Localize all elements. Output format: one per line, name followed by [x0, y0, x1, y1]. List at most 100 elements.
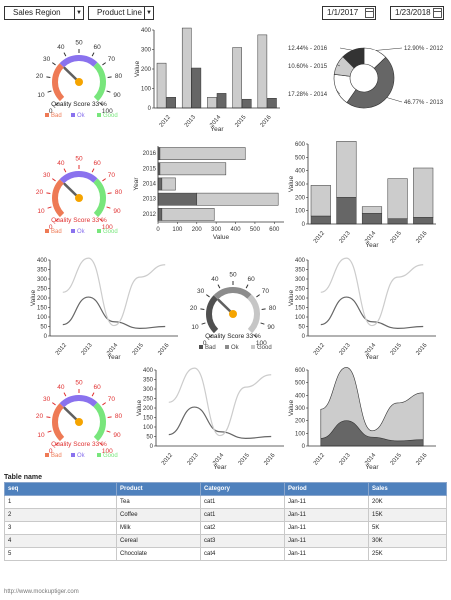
- legend-label: Ok: [77, 113, 86, 119]
- gauge-tick-label: 30: [43, 172, 51, 179]
- gauge-tick-label: 50: [75, 380, 83, 387]
- x-axis-title: Year: [365, 464, 379, 471]
- table-row[interactable]: 4 Cereal cat3 Jan-11 30K: [4, 534, 447, 548]
- x-axis-title: Year: [210, 126, 224, 133]
- x-tick-label: 600: [269, 227, 280, 233]
- gauge-tick-label: 40: [57, 160, 65, 167]
- bar: [181, 27, 192, 109]
- gauge-tick-label: 100: [102, 108, 113, 115]
- column-header[interactable]: Product: [116, 482, 201, 496]
- date-from-picker[interactable]: 1/1/2017: [322, 6, 376, 20]
- gauge-tick-label: 0: [203, 340, 207, 347]
- x-tick-label: 2016: [415, 342, 429, 357]
- gauge-tick-label: 80: [269, 305, 277, 312]
- x-tick-label: 500: [250, 227, 261, 233]
- y-axis-title: Value: [134, 61, 141, 78]
- gauge-tick-label: 80: [115, 73, 123, 80]
- gauge-tick: [91, 52, 95, 57]
- product-line-dropdown[interactable]: Product Line ▼: [88, 6, 154, 20]
- x-tick-label: 2012: [313, 452, 327, 467]
- legend-swatch: [45, 229, 49, 233]
- y-tick-label: 0: [44, 334, 48, 340]
- x-tick-label: 2012: [313, 230, 327, 245]
- table-row[interactable]: 1 Tea cat1 Jan-11 20K: [4, 495, 447, 509]
- table-row[interactable]: 3 Milk cat2 Jan-11 5K: [4, 521, 447, 535]
- gauge-tick: [46, 416, 51, 418]
- table-cell: 25K: [368, 547, 447, 561]
- gauge-band-bad: [52, 63, 65, 102]
- y-tick-label: 400: [143, 368, 154, 374]
- table-cell: 2: [4, 508, 117, 522]
- gauge-tick-label: 20: [36, 189, 44, 196]
- gauge-tick-label: 0: [49, 108, 53, 115]
- bar: [196, 192, 279, 206]
- y-tick-label: 150: [295, 306, 306, 312]
- gauge-tick: [201, 322, 206, 325]
- y-tick-label: 300: [141, 48, 152, 54]
- gauge-tick: [91, 392, 95, 397]
- column-header[interactable]: Period: [284, 482, 369, 496]
- y-tick-label: 350: [143, 378, 154, 384]
- pie-label: 12.44% - 2016: [288, 46, 328, 52]
- legend-label: Bad: [205, 345, 216, 351]
- gauge-tick: [217, 284, 221, 289]
- y-tick-label: 200: [295, 419, 306, 425]
- gauge-tick: [46, 192, 51, 194]
- gauge-tick: [52, 178, 56, 182]
- x-tick-label: 200: [192, 227, 203, 233]
- gauge-tick-label: 70: [108, 56, 116, 63]
- calendar-icon[interactable]: [433, 8, 442, 18]
- bar: [257, 34, 268, 109]
- x-tick-label: 2016: [157, 342, 171, 357]
- calendar-icon[interactable]: [365, 8, 374, 18]
- footer-link[interactable]: http://www.mockuptiger.com: [4, 589, 79, 595]
- table-row[interactable]: 2 Coffee cat1 Jan-11 15K: [4, 508, 447, 522]
- gauge-tick-label: 90: [113, 432, 121, 439]
- x-tick-label: 2015: [390, 342, 404, 357]
- bar: [361, 213, 383, 225]
- gauge-band-good: [247, 294, 260, 334]
- legend-label: Bad: [51, 229, 62, 235]
- date-to-picker[interactable]: 1/23/2018: [390, 6, 444, 20]
- table-row[interactable]: 5 Chocolate cat4 Jan-11 25K: [4, 547, 447, 561]
- x-axis-title: Year: [365, 354, 379, 361]
- gauge-tick: [209, 334, 213, 338]
- bar: [232, 47, 242, 109]
- y-tick-label: 150: [37, 306, 48, 312]
- y-tick-label: 100: [295, 431, 306, 437]
- gauge-tick-label: 50: [75, 156, 83, 163]
- gauge-tick-label: 70: [108, 172, 116, 179]
- gauge-band-good: [93, 402, 106, 442]
- gauge-tick-label: 50: [229, 272, 237, 279]
- column-header[interactable]: seq: [4, 482, 117, 496]
- gauge-tick-label: 70: [262, 288, 270, 295]
- chevron-down-icon[interactable]: ▼: [74, 7, 83, 19]
- legend-label: Ok: [77, 229, 86, 235]
- column-header[interactable]: Category: [200, 482, 285, 496]
- chevron-down-icon[interactable]: ▼: [144, 7, 153, 19]
- gauge-tick: [47, 90, 52, 93]
- table-cell: Milk: [116, 521, 201, 535]
- column-header[interactable]: Sales: [368, 482, 447, 496]
- y-tick-label: 100: [143, 425, 154, 431]
- x-tick-label: 2016: [260, 114, 274, 129]
- y-tick-label: 300: [143, 387, 154, 393]
- gauge-tick-label: 40: [211, 276, 219, 283]
- gauge-tick-label: 30: [197, 288, 205, 295]
- legend-label: Good: [103, 453, 118, 459]
- x-axis-title: Year: [107, 354, 121, 361]
- gauge-hub: [229, 310, 237, 318]
- gauge-hub: [75, 78, 83, 86]
- gauge-tick-label: 60: [248, 276, 256, 283]
- gauge-tick: [106, 430, 111, 433]
- bar: [157, 177, 163, 191]
- legend-swatch: [251, 345, 255, 349]
- gauge-tick: [55, 218, 59, 222]
- x-tick-label: 2012: [55, 342, 69, 357]
- y-tick-label: 0: [302, 334, 306, 340]
- x-tick-label: 100: [172, 227, 183, 233]
- line-series: [168, 367, 272, 437]
- sales-region-dropdown[interactable]: Sales Region ▼: [4, 6, 84, 20]
- line-series: [62, 296, 166, 330]
- gauge-tick: [47, 430, 52, 433]
